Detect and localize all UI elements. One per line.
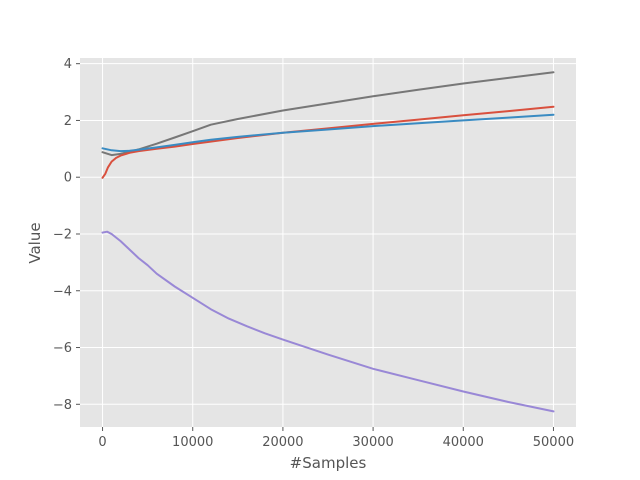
series-lines <box>101 71 555 413</box>
y-axis-label: Value <box>26 222 44 263</box>
x-tick-label: 0 <box>98 435 106 450</box>
series-line-1 <box>101 71 555 157</box>
series-line-4 <box>101 230 555 413</box>
x-tick-label: 50000 <box>533 435 574 450</box>
x-tick-label: 30000 <box>352 435 393 450</box>
x-tick-label: 40000 <box>443 435 484 450</box>
ticks: 0 10000 20000 30000 40000 50000 −8 −6 −4 −2 0 2 4 <box>53 57 574 450</box>
series-line-3 <box>101 113 555 153</box>
x-axis-label: #Samples <box>290 454 367 472</box>
series-line-2 <box>101 105 555 179</box>
x-tick-label: 10000 <box>172 435 213 450</box>
y-tick-label: −2 <box>53 227 72 242</box>
y-tick-label: −4 <box>53 284 72 299</box>
grid <box>80 58 576 427</box>
y-tick-label: 2 <box>64 114 72 129</box>
x-tick-label: 20000 <box>262 435 303 450</box>
plot-area <box>80 58 576 427</box>
y-tick-label: −8 <box>53 398 72 413</box>
y-tick-label: −6 <box>53 341 72 356</box>
y-tick-label: 4 <box>64 57 72 72</box>
y-tick-label: 0 <box>64 171 72 186</box>
